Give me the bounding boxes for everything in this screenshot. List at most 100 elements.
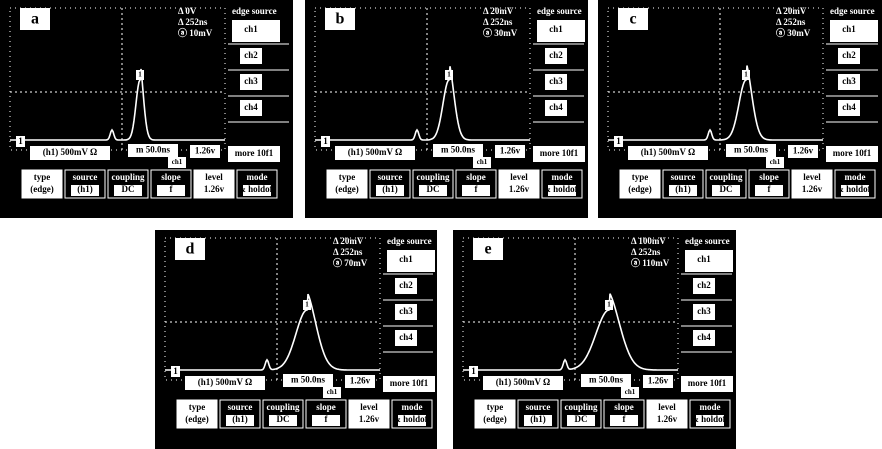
softkey-label: type <box>34 172 51 182</box>
channel-scale: (h1) 500mV Ω <box>198 377 253 387</box>
trigger-level: 1.26v <box>195 146 216 156</box>
softkey-label: coupling <box>709 172 743 182</box>
softkey-label: (h1) <box>232 414 248 424</box>
timebase: m 50.0ns <box>136 145 171 155</box>
softkey-label: DC <box>277 414 290 424</box>
trigger-channel: ch1 <box>770 158 781 166</box>
softkey-label: mode <box>552 172 573 182</box>
softkey-label: level <box>803 172 821 182</box>
menu-title: edge source <box>387 236 432 246</box>
peak-marker: 1 <box>744 71 748 79</box>
menu-channel: ch3 <box>842 76 856 86</box>
softkey-label: & holdoff <box>691 414 729 424</box>
menu-channel: ch2 <box>399 280 413 290</box>
softkey-label: 1.26v <box>802 184 823 194</box>
softkey-label: DC <box>720 184 733 194</box>
figure: aΔ 0VΔ 252nsⓐ 10mVedge sourcech1ch2ch3ch… <box>0 0 882 449</box>
reading: Δ 20mV <box>333 236 364 246</box>
peak-marker: 1 <box>305 301 309 309</box>
reading: Δ 252ns <box>631 247 661 257</box>
softkey-label: mode <box>247 172 268 182</box>
trigger-channel: ch1 <box>327 388 338 396</box>
menu-channel: ch2 <box>842 50 856 60</box>
softkey-label: (edge) <box>185 414 209 424</box>
panel-label: c <box>629 11 636 28</box>
softkey-label: & holdoff <box>238 184 276 194</box>
reading: Δ 0V <box>178 6 197 16</box>
reading: ⓐ 110mV <box>631 257 670 268</box>
menu-channel: ch3 <box>697 306 711 316</box>
softkey-label: DC <box>122 184 135 194</box>
softkey-label: type <box>339 172 356 182</box>
menu-channel: ch1 <box>842 24 856 34</box>
channel-scale: (h1) 500mV Ω <box>496 377 551 387</box>
peak-marker: 1 <box>138 71 142 79</box>
softkey-label: source <box>378 172 403 182</box>
trigger-level: 1.26v <box>648 376 669 386</box>
panel-label: a <box>31 11 39 28</box>
more: more 10f1 <box>390 378 429 388</box>
reading: Δ 252ns <box>483 17 513 27</box>
softkey-label: & holdoff <box>393 414 431 424</box>
peak-marker: 1 <box>607 301 611 309</box>
softkey-label: (edge) <box>483 414 507 424</box>
more: more 10f1 <box>833 148 872 158</box>
scope-panel: cΔ 20mVΔ 252nsⓐ 30mVedge sourcech1ch2ch3… <box>598 0 882 218</box>
softkey-label: source <box>73 172 98 182</box>
softkey-label: (edge) <box>628 184 652 194</box>
more: more 10f1 <box>540 148 579 158</box>
reading: ⓐ 70mV <box>333 257 368 268</box>
menu-channel: ch4 <box>697 332 711 342</box>
softkey-label: mode <box>845 172 866 182</box>
softkey-label: coupling <box>266 402 300 412</box>
panel-label: b <box>336 11 345 28</box>
softkey-label: level <box>658 402 676 412</box>
softkey-label: mode <box>700 402 721 412</box>
channel-scale: (h1) 500mV Ω <box>641 147 696 157</box>
softkey-label: (edge) <box>335 184 359 194</box>
softkey-label: (h1) <box>77 184 93 194</box>
softkey-label: 1.26v <box>204 184 225 194</box>
channel-scale: (h1) 500mV Ω <box>43 147 98 157</box>
menu-channel: ch1 <box>244 24 258 34</box>
softkey-label: 1.26v <box>657 414 678 424</box>
reading: Δ 20mV <box>483 6 514 16</box>
softkey-label: (h1) <box>530 414 546 424</box>
ground-marker: 1 <box>323 136 328 146</box>
menu-channel: ch1 <box>697 254 711 264</box>
softkey-label: level <box>510 172 528 182</box>
menu-channel: ch2 <box>697 280 711 290</box>
reading: Δ 252ns <box>776 17 806 27</box>
softkey-label: source <box>671 172 696 182</box>
trigger-channel: ch1 <box>172 158 183 166</box>
menu-channel: ch4 <box>842 102 856 112</box>
softkey-label: type <box>189 402 206 412</box>
menu-channel: ch2 <box>244 50 258 60</box>
softkey-label: coupling <box>111 172 145 182</box>
softkey-label: source <box>526 402 551 412</box>
softkey-label: slope <box>759 172 779 182</box>
reading: Δ 252ns <box>333 247 363 257</box>
reading: ⓐ 30mV <box>776 27 811 38</box>
timebase: m 50.0ns <box>734 145 769 155</box>
menu-title: edge source <box>685 236 730 246</box>
menu-title: edge source <box>537 6 582 16</box>
softkey-label: & holdoff <box>836 184 874 194</box>
menu-title: edge source <box>232 6 277 16</box>
trigger-level: 1.26v <box>500 146 521 156</box>
softkey-label: slope <box>466 172 486 182</box>
reading: Δ 252ns <box>178 17 208 27</box>
softkey-label: slope <box>316 402 336 412</box>
menu-channel: ch4 <box>244 102 258 112</box>
panel-label: e <box>484 241 491 258</box>
menu-channel: ch3 <box>244 76 258 86</box>
trigger-channel: ch1 <box>477 158 488 166</box>
scope-panel: dΔ 20mVΔ 252nsⓐ 70mVedge sourcech1ch2ch3… <box>155 230 437 449</box>
softkey-label: (edge) <box>30 184 54 194</box>
reading: ⓐ 10mV <box>178 27 213 38</box>
panel-label: d <box>186 241 195 258</box>
softkey-label: type <box>632 172 649 182</box>
